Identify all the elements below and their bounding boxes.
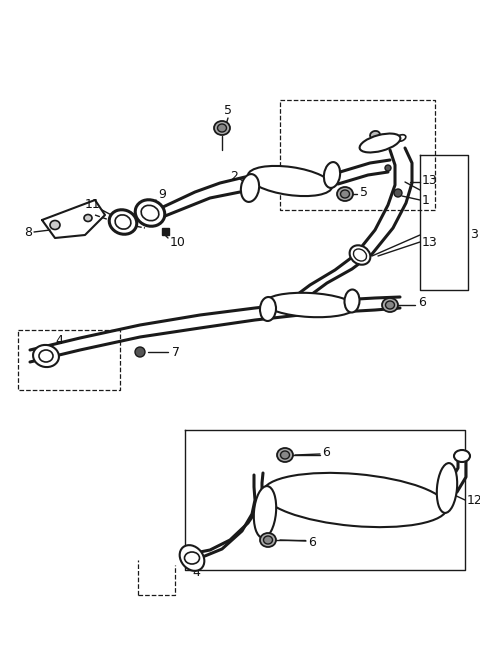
Ellipse shape — [217, 124, 227, 132]
Ellipse shape — [337, 187, 353, 201]
Ellipse shape — [180, 545, 204, 571]
Ellipse shape — [109, 210, 137, 234]
Text: 8: 8 — [24, 225, 32, 238]
Ellipse shape — [141, 205, 159, 221]
Text: 13: 13 — [422, 174, 438, 187]
Text: 5: 5 — [360, 185, 368, 198]
Text: 13: 13 — [422, 236, 438, 248]
Text: 4: 4 — [55, 333, 63, 346]
Ellipse shape — [382, 298, 398, 312]
Ellipse shape — [260, 533, 276, 547]
Ellipse shape — [353, 249, 367, 261]
Ellipse shape — [385, 301, 395, 309]
Text: 12: 12 — [467, 493, 480, 506]
Text: 6: 6 — [418, 295, 426, 309]
Ellipse shape — [340, 190, 349, 198]
Ellipse shape — [437, 463, 457, 513]
Ellipse shape — [254, 486, 276, 538]
Bar — [162, 228, 169, 235]
Text: 1: 1 — [422, 193, 430, 206]
Ellipse shape — [214, 121, 230, 135]
Circle shape — [135, 347, 145, 357]
Text: 9: 9 — [158, 189, 166, 202]
Ellipse shape — [50, 221, 60, 229]
Ellipse shape — [349, 245, 371, 265]
Ellipse shape — [280, 451, 289, 459]
Text: 2: 2 — [230, 170, 238, 183]
Text: 3: 3 — [470, 229, 478, 242]
Ellipse shape — [454, 450, 470, 462]
Ellipse shape — [241, 174, 259, 202]
Circle shape — [394, 189, 402, 197]
Ellipse shape — [265, 293, 355, 317]
Ellipse shape — [263, 473, 447, 527]
Ellipse shape — [184, 552, 200, 564]
Text: 10: 10 — [170, 236, 186, 248]
Circle shape — [385, 165, 391, 171]
Ellipse shape — [370, 131, 380, 139]
Ellipse shape — [360, 134, 400, 153]
Ellipse shape — [396, 135, 406, 141]
Text: 6: 6 — [322, 445, 330, 458]
Ellipse shape — [277, 448, 293, 462]
Ellipse shape — [115, 215, 131, 229]
Text: 11: 11 — [84, 198, 100, 212]
Text: 4: 4 — [192, 565, 200, 578]
Ellipse shape — [260, 297, 276, 321]
Ellipse shape — [248, 166, 332, 196]
Ellipse shape — [33, 345, 59, 367]
Ellipse shape — [84, 214, 92, 221]
Text: 7: 7 — [172, 345, 180, 358]
Ellipse shape — [39, 350, 53, 362]
Text: 6: 6 — [308, 536, 316, 550]
Text: 5: 5 — [224, 103, 232, 117]
Ellipse shape — [264, 536, 273, 544]
Ellipse shape — [345, 290, 360, 312]
Ellipse shape — [135, 200, 165, 226]
Polygon shape — [42, 200, 105, 238]
Ellipse shape — [324, 162, 340, 188]
